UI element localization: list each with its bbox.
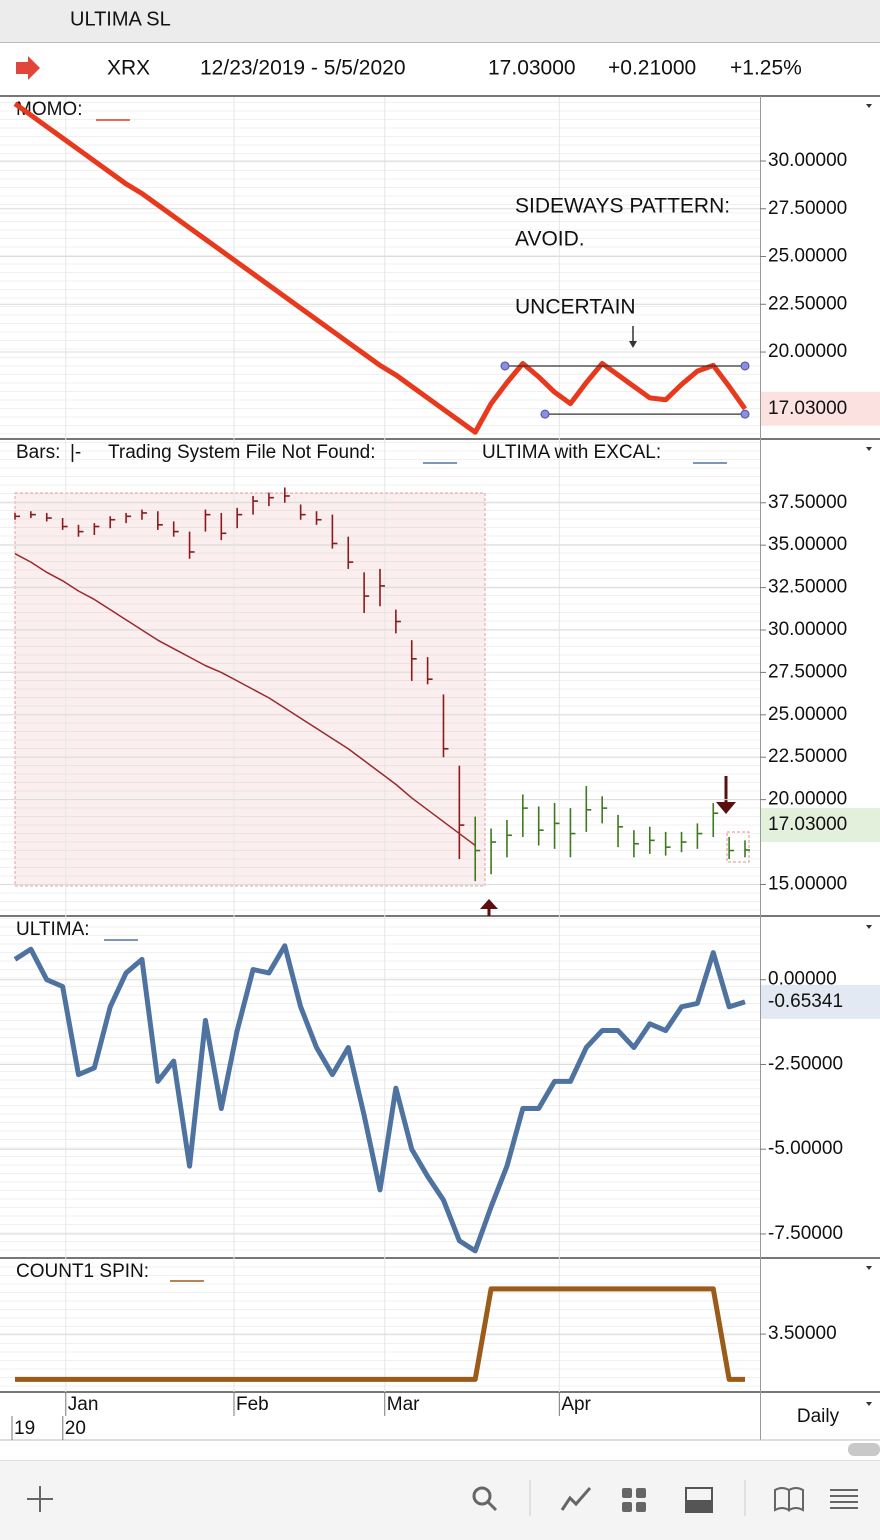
last-value-box xyxy=(761,391,880,426)
x-tick-label: Feb xyxy=(236,1394,269,1415)
signal-arrows xyxy=(480,776,750,916)
x-tick-label: Jan xyxy=(68,1394,99,1415)
series-line xyxy=(14,552,476,847)
channel-handle xyxy=(740,361,750,371)
annotation: UNCERTAIN xyxy=(515,296,636,319)
highlight-region xyxy=(14,492,486,887)
panel-button[interactable] xyxy=(685,1487,713,1513)
channel-handle xyxy=(540,409,550,419)
year-label: 20 xyxy=(65,1418,86,1439)
y-tick-label: 0.00000 xyxy=(768,969,837,990)
series-line xyxy=(13,943,746,1254)
y-tick-label: -2.50000 xyxy=(768,1053,843,1074)
legend-underlines xyxy=(96,119,727,1282)
scrollbar[interactable] xyxy=(848,1443,880,1456)
year-label: 19 xyxy=(14,1418,35,1439)
add-button[interactable] xyxy=(27,1486,53,1512)
chart-style-button[interactable] xyxy=(560,1487,592,1511)
last-value-label: -0.65341 xyxy=(768,991,843,1012)
period-label: Daily xyxy=(797,1406,840,1427)
y-tick-label: 35.00000 xyxy=(768,534,847,555)
date-range: 12/23/2019 - 5/5/2020 xyxy=(200,57,406,80)
change: +0.21000 xyxy=(608,57,696,80)
series-line xyxy=(15,1286,745,1382)
y-tick-label: 22.50000 xyxy=(768,746,847,767)
menu-button[interactable] xyxy=(830,1489,858,1509)
last-value-label: 17.03000 xyxy=(768,814,847,835)
y-tick-label: 22.50000 xyxy=(768,293,847,314)
direction-arrow xyxy=(16,56,40,80)
y-tick-label: 27.50000 xyxy=(768,661,847,682)
panel-frames xyxy=(0,95,880,1441)
legend-label: ULTIMA with EXCAL: xyxy=(482,442,661,463)
percent-change: +1.25% xyxy=(730,57,802,80)
y-tick-label: 30.00000 xyxy=(768,150,847,171)
legend-label: COUNT1 SPIN: xyxy=(16,1261,149,1282)
y-tick-label: 32.50000 xyxy=(768,577,847,598)
annotation: AVOID. xyxy=(515,228,585,251)
panel-menus[interactable] xyxy=(866,104,872,1406)
last-value-box xyxy=(761,984,880,1019)
y-tick-label: 30.00000 xyxy=(768,619,847,640)
series-line xyxy=(13,101,748,435)
book-button[interactable] xyxy=(774,1487,804,1512)
legend-label: |- xyxy=(70,442,81,463)
y-tick-label: 37.50000 xyxy=(768,492,847,513)
y-tick-label: 25.00000 xyxy=(768,246,847,267)
toolbar xyxy=(0,1460,880,1540)
channel-handle xyxy=(740,409,750,419)
x-tick-label: Mar xyxy=(387,1394,420,1415)
y-tick-label: 25.00000 xyxy=(768,704,847,725)
y-tick-label: 27.50000 xyxy=(768,198,847,219)
symbol: XRX xyxy=(107,57,150,80)
last-value-box xyxy=(761,808,880,843)
y-tick-label: 3.50000 xyxy=(768,1323,837,1344)
last-price: 17.03000 xyxy=(488,57,576,80)
channel-handle xyxy=(500,361,510,371)
y-tick-label: 20.00000 xyxy=(768,789,847,810)
legend-label: Bars: xyxy=(16,442,60,463)
y-tick-label: 15.00000 xyxy=(768,873,847,894)
legend-label: Trading System File Not Found: xyxy=(108,442,376,463)
uncertain-arrow xyxy=(629,326,637,348)
legend-label: ULTIMA: xyxy=(16,919,90,940)
last-value-label: 17.03000 xyxy=(768,398,847,419)
layout-button[interactable] xyxy=(622,1488,646,1512)
y-tick-label: 20.00000 xyxy=(768,341,847,362)
x-tick-label: Apr xyxy=(561,1394,591,1415)
y-tick-label: -7.50000 xyxy=(768,1223,843,1244)
y-tick-label: -5.00000 xyxy=(768,1138,843,1159)
annotation: SIDEWAYS PATTERN: xyxy=(515,195,730,218)
window-title: ULTIMA SL xyxy=(70,8,171,30)
title-bar xyxy=(0,0,880,42)
search-button[interactable] xyxy=(472,1486,498,1512)
